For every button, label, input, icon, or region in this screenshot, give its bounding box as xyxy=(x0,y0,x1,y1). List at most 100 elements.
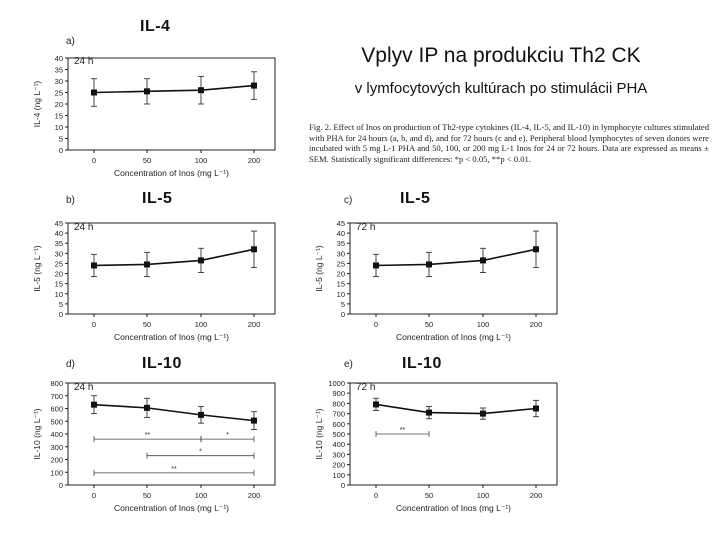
time-label: 24 h xyxy=(74,382,93,393)
x-tick-label: 100 xyxy=(477,320,490,329)
chart-panel-0: 0 5 10 15 20 25 30 35 40 0 50 100 200 Concentration o… xyxy=(32,36,276,178)
y-tick-label: 40 xyxy=(337,229,345,238)
y-tick-label: 300 xyxy=(50,443,63,452)
significance-label: * xyxy=(199,449,202,456)
y-axis-title: IL-10 (ng L⁻¹) xyxy=(32,408,42,459)
data-point xyxy=(198,257,204,264)
x-tick-label: 50 xyxy=(143,156,151,165)
series-line xyxy=(93,403,255,422)
y-tick-label: 900 xyxy=(332,389,345,398)
y-tick-label: 5 xyxy=(59,135,63,144)
y-tick-label: 5 xyxy=(341,300,345,309)
y-tick-label: 25 xyxy=(337,259,345,268)
chart-panel-3: 0 100 200 300 400 500 600 700 800 0 50 100 200 Concen… xyxy=(32,359,276,513)
data-point xyxy=(144,404,150,411)
y-tick-label: 500 xyxy=(50,417,63,426)
y-tick-label: 40 xyxy=(55,54,63,63)
data-point xyxy=(426,261,432,268)
x-tick-label: 50 xyxy=(143,320,151,329)
data-point xyxy=(373,262,379,269)
panel-letter: e) xyxy=(344,359,353,370)
panel-letter: b) xyxy=(66,195,75,206)
x-tick-label: 100 xyxy=(195,156,208,165)
y-tick-label: 100 xyxy=(50,468,63,477)
x-tick-label: 50 xyxy=(425,320,433,329)
y-tick-label: 800 xyxy=(50,379,63,388)
y-axis-title: IL-4 (ng L⁻¹) xyxy=(32,81,42,128)
data-point xyxy=(251,82,257,89)
data-point xyxy=(198,87,204,94)
data-point xyxy=(251,417,257,424)
data-point xyxy=(144,88,150,95)
y-tick-label: 30 xyxy=(55,249,63,258)
x-tick-label: 100 xyxy=(195,491,208,500)
y-tick-label: 15 xyxy=(55,112,63,121)
y-tick-label: 30 xyxy=(337,249,345,258)
data-point xyxy=(533,405,539,412)
y-tick-label: 500 xyxy=(332,430,345,439)
y-tick-label: 5 xyxy=(59,300,63,309)
data-point xyxy=(533,246,539,253)
slide-title-box: Vplyv IP na produkciu Th2 CK v lymfocyto… xyxy=(312,38,690,106)
y-tick-label: 35 xyxy=(55,66,63,75)
y-tick-label: 20 xyxy=(55,100,63,109)
y-tick-label: 15 xyxy=(55,280,63,289)
plot-frame xyxy=(349,222,558,315)
y-tick-label: 20 xyxy=(337,270,345,279)
x-tick-label: 50 xyxy=(425,491,433,500)
il5-label-b: IL-5 xyxy=(142,190,173,207)
time-label: 72 h xyxy=(356,382,375,393)
y-axis-title: IL-10 (ng L⁻¹) xyxy=(314,408,324,459)
time-label: 24 h xyxy=(74,222,93,233)
series-line xyxy=(375,403,537,415)
y-tick-label: 25 xyxy=(55,89,63,98)
x-tick-label: 200 xyxy=(248,491,261,500)
x-tick-label: 100 xyxy=(477,491,490,500)
x-tick-label: 200 xyxy=(530,320,543,329)
y-tick-label: 0 xyxy=(59,146,63,155)
x-tick-label: 50 xyxy=(143,491,151,500)
y-tick-label: 20 xyxy=(55,270,63,279)
data-point xyxy=(91,262,97,269)
series-line xyxy=(93,84,255,94)
data-point xyxy=(251,246,257,253)
y-tick-label: 0 xyxy=(341,310,345,319)
x-axis-title: Concentration of Inos (mg L⁻¹) xyxy=(114,503,229,513)
il10-label-d: IL-10 xyxy=(142,355,182,372)
x-tick-label: 0 xyxy=(92,491,96,500)
data-point xyxy=(91,89,97,96)
y-tick-label: 400 xyxy=(332,440,345,449)
il4-label: IL-4 xyxy=(140,18,171,35)
x-tick-label: 0 xyxy=(374,491,378,500)
plot-frame xyxy=(67,222,276,315)
x-axis-title: Concentration of Inos (mg L⁻¹) xyxy=(114,168,229,178)
data-point xyxy=(198,411,204,418)
y-tick-label: 40 xyxy=(55,229,63,238)
x-tick-label: 200 xyxy=(248,320,261,329)
series-line xyxy=(93,248,255,267)
y-tick-label: 30 xyxy=(55,77,63,86)
panel-letter: a) xyxy=(66,36,75,47)
data-point xyxy=(480,257,486,264)
x-axis-title: Concentration of Inos (mg L⁻¹) xyxy=(396,332,511,342)
y-axis-title: IL-5 (ng L⁻¹) xyxy=(314,245,324,292)
x-tick-label: 0 xyxy=(92,320,96,329)
y-tick-label: 10 xyxy=(55,123,63,132)
x-tick-label: 200 xyxy=(530,491,543,500)
y-tick-label: 800 xyxy=(332,399,345,408)
y-tick-label: 200 xyxy=(50,456,63,465)
y-tick-label: 700 xyxy=(332,410,345,419)
panel-letter: d) xyxy=(66,359,75,370)
y-tick-label: 0 xyxy=(341,481,345,490)
y-tick-label: 0 xyxy=(59,310,63,319)
y-tick-label: 0 xyxy=(59,481,63,490)
slide-subtitle: v lymfocytových kultúrach po stimulácii … xyxy=(354,80,648,97)
il10-label-e: IL-10 xyxy=(402,355,442,372)
data-point xyxy=(144,261,150,268)
y-tick-label: 25 xyxy=(55,259,63,268)
significance-label: ** xyxy=(145,432,151,439)
y-tick-label: 35 xyxy=(337,239,345,248)
